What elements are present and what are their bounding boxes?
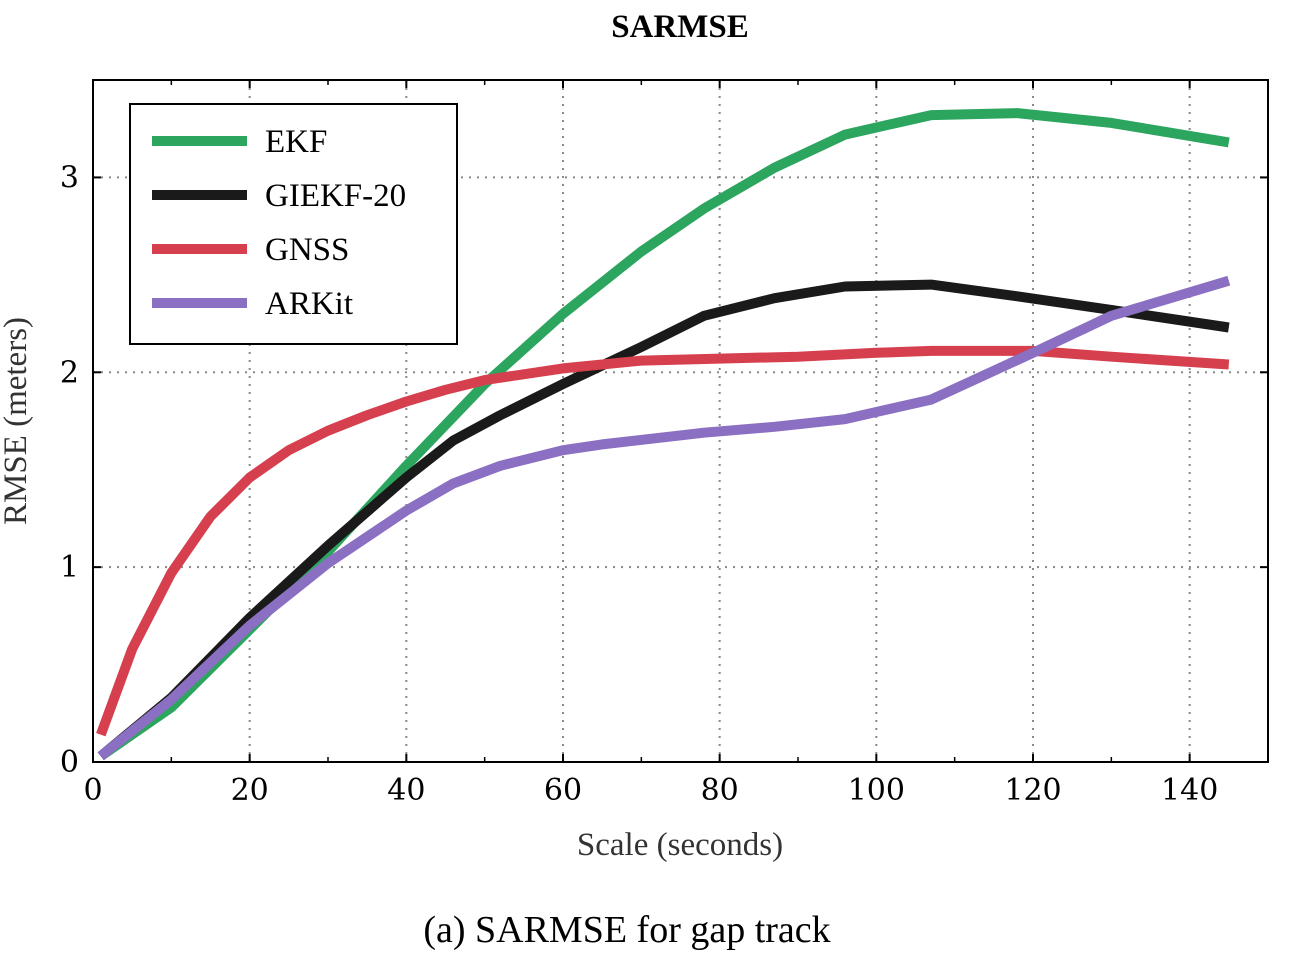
y-tick-label: 2 — [60, 355, 79, 390]
x-tick-label: 60 — [544, 773, 582, 808]
y-tick-label: 3 — [60, 160, 79, 195]
x-tick-label: 140 — [1161, 773, 1218, 808]
y-axis-label: RMSE (meters) — [0, 317, 34, 525]
legend: EKF GIEKF-20 GNSS ARKit — [129, 103, 458, 345]
legend-label: GIEKF-20 — [265, 178, 406, 214]
x-axis-label: Scale (seconds) — [577, 827, 783, 863]
x-tick-label: 40 — [387, 773, 425, 808]
x-tick-label: 0 — [83, 773, 102, 808]
legend-label: EKF — [265, 124, 327, 160]
series-lines — [96, 108, 1231, 761]
y-tick-label: 0 — [60, 745, 79, 780]
x-tick-label: 20 — [231, 773, 269, 808]
y-tick-label: 1 — [60, 550, 79, 585]
chart-title: SARMSE — [611, 9, 749, 45]
legend-label: GNSS — [265, 232, 349, 268]
x-tick-label: 80 — [701, 773, 739, 808]
series-line-arkit — [97, 275, 1231, 761]
figure-caption: (a) SARMSE for gap track — [423, 909, 830, 951]
x-tick-label: 100 — [848, 773, 905, 808]
x-tick-label: 120 — [1004, 773, 1061, 808]
legend-label: ARKit — [265, 286, 353, 322]
plot-frame — [92, 79, 1269, 763]
series-line-gnss — [96, 345, 1230, 737]
axis-ticks: 0 20 40 60 80 100 120 140 0 1 2 3 — [60, 80, 1269, 808]
